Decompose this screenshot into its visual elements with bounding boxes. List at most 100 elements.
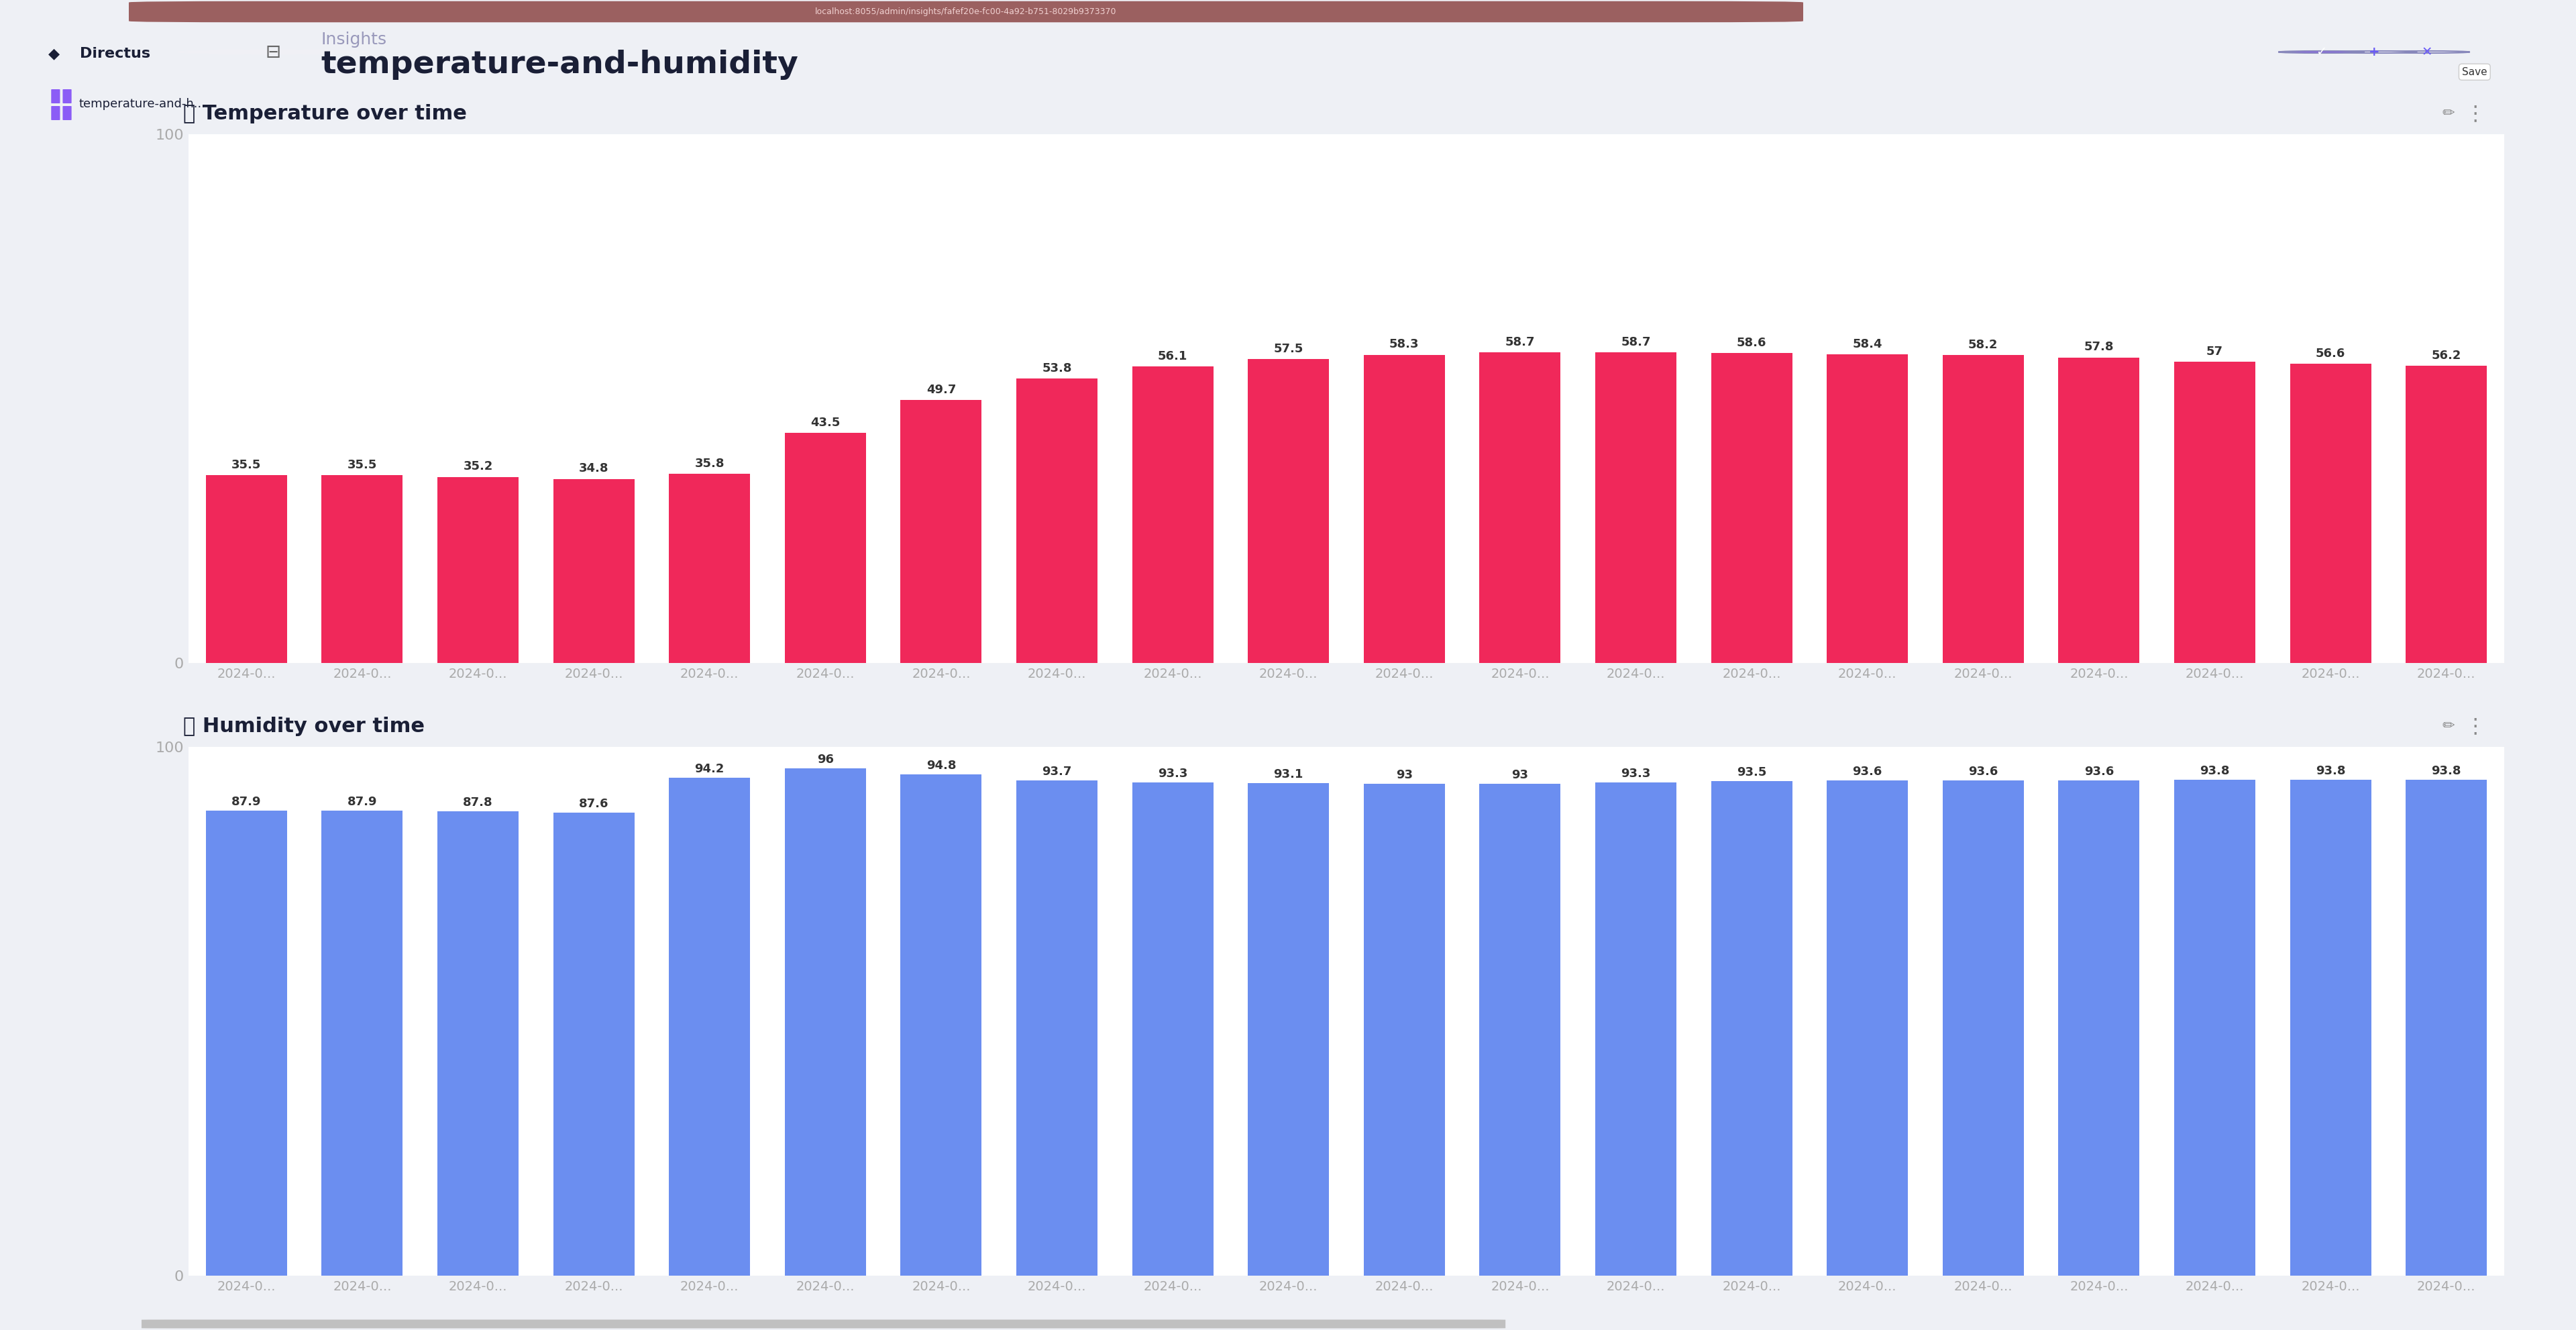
Bar — [1826, 781, 1909, 1275]
Text: Insights: Insights — [322, 32, 386, 48]
Circle shape — [178, 49, 368, 55]
Text: localhost:8055/admin/insights/fafef20e-fc00-4a92-b751-8029b9373370: localhost:8055/admin/insights/fafef20e-f… — [814, 8, 1118, 16]
Text: 93.3: 93.3 — [1157, 767, 1188, 779]
Text: 49.7: 49.7 — [927, 384, 956, 396]
FancyBboxPatch shape — [62, 106, 72, 120]
Text: 56.1: 56.1 — [1157, 350, 1188, 362]
Text: 94.2: 94.2 — [696, 763, 724, 775]
Text: ✕: ✕ — [2421, 45, 2432, 59]
Text: 56.2: 56.2 — [2432, 350, 2460, 362]
Text: 58.6: 58.6 — [1736, 336, 1767, 348]
Bar — [1133, 366, 1213, 662]
Text: 53.8: 53.8 — [1041, 362, 1072, 374]
Bar — [2058, 781, 2141, 1275]
Bar — [1595, 352, 1677, 662]
Bar — [1018, 379, 1097, 662]
Text: +: + — [2367, 45, 2380, 59]
Bar — [1133, 782, 1213, 1275]
Bar — [2406, 366, 2486, 662]
Text: 87.6: 87.6 — [580, 798, 608, 810]
Text: 93: 93 — [1512, 769, 1528, 781]
Text: 35.2: 35.2 — [464, 460, 492, 472]
Bar — [438, 811, 518, 1275]
Bar — [322, 811, 402, 1275]
Bar — [1710, 354, 1793, 662]
Text: 93.5: 93.5 — [1736, 766, 1767, 778]
Bar — [670, 778, 750, 1275]
Text: ⊟: ⊟ — [265, 43, 281, 61]
Text: 87.8: 87.8 — [464, 797, 492, 809]
Bar — [1942, 781, 2025, 1275]
Bar — [786, 434, 866, 662]
Bar — [1363, 783, 1445, 1275]
Text: ◆: ◆ — [49, 47, 59, 60]
Circle shape — [2331, 51, 2416, 53]
FancyBboxPatch shape — [62, 89, 72, 104]
Text: 93.6: 93.6 — [1852, 766, 1883, 778]
Text: 57: 57 — [2208, 346, 2223, 358]
Bar — [2058, 358, 2141, 662]
Bar — [1247, 783, 1329, 1275]
Text: Directus: Directus — [80, 47, 149, 60]
Bar — [206, 811, 286, 1275]
Bar — [2174, 779, 2254, 1275]
Text: 🌡 Temperature over time: 🌡 Temperature over time — [183, 104, 466, 124]
Circle shape — [2277, 51, 2365, 53]
Text: ⋮: ⋮ — [2465, 104, 2486, 124]
Text: 34.8: 34.8 — [580, 463, 608, 475]
Text: 56.6: 56.6 — [2316, 347, 2344, 359]
Text: 93.8: 93.8 — [2432, 765, 2460, 777]
Text: 93.3: 93.3 — [1620, 767, 1651, 779]
FancyBboxPatch shape — [52, 106, 59, 120]
Text: 93: 93 — [1396, 769, 1412, 781]
Bar — [1710, 781, 1793, 1275]
Text: ✏: ✏ — [2442, 106, 2455, 121]
Bar — [2406, 779, 2486, 1275]
Bar — [1479, 783, 1561, 1275]
Bar — [670, 473, 750, 662]
Bar — [206, 475, 286, 662]
Bar — [2290, 363, 2370, 662]
Bar — [902, 400, 981, 662]
Text: 35.5: 35.5 — [232, 459, 260, 471]
Bar — [322, 475, 402, 662]
Text: 58.7: 58.7 — [1504, 336, 1535, 348]
Text: 93.8: 93.8 — [2200, 765, 2231, 777]
Bar — [2174, 362, 2254, 662]
Text: 35.8: 35.8 — [696, 458, 724, 469]
Text: 93.8: 93.8 — [2316, 765, 2347, 777]
Bar — [1595, 782, 1677, 1275]
Text: 93.1: 93.1 — [1273, 769, 1303, 781]
Bar — [2290, 779, 2370, 1275]
Text: ✓: ✓ — [2316, 45, 2326, 59]
Text: 58.4: 58.4 — [1852, 338, 1883, 350]
FancyBboxPatch shape — [142, 1319, 1504, 1329]
Text: Save: Save — [2463, 67, 2488, 77]
Text: 93.7: 93.7 — [1043, 766, 1072, 778]
Text: 58.7: 58.7 — [1620, 336, 1651, 348]
Bar — [1247, 359, 1329, 662]
Text: 43.5: 43.5 — [811, 416, 840, 428]
Text: ✏: ✏ — [2442, 720, 2455, 733]
Text: 94.8: 94.8 — [927, 759, 956, 771]
Text: 87.9: 87.9 — [232, 797, 260, 809]
Text: 96: 96 — [817, 753, 835, 765]
Text: 58.3: 58.3 — [1388, 338, 1419, 351]
FancyBboxPatch shape — [52, 89, 59, 104]
Text: 💧 Humidity over time: 💧 Humidity over time — [183, 717, 425, 735]
Text: 58.2: 58.2 — [1968, 339, 1999, 351]
Bar — [1018, 781, 1097, 1275]
Text: 57.5: 57.5 — [1273, 343, 1303, 355]
Bar — [438, 477, 518, 662]
Bar — [1479, 352, 1561, 662]
Text: 87.9: 87.9 — [348, 797, 376, 809]
Bar — [554, 813, 634, 1275]
FancyBboxPatch shape — [129, 1, 1803, 23]
Bar — [1826, 354, 1909, 662]
Text: temperature-and-humidity: temperature-and-humidity — [322, 49, 799, 80]
Text: 35.5: 35.5 — [348, 459, 376, 471]
Text: 57.8: 57.8 — [2084, 340, 2115, 354]
Bar — [902, 774, 981, 1275]
Circle shape — [2383, 51, 2470, 53]
Text: 93.6: 93.6 — [1968, 766, 1999, 778]
